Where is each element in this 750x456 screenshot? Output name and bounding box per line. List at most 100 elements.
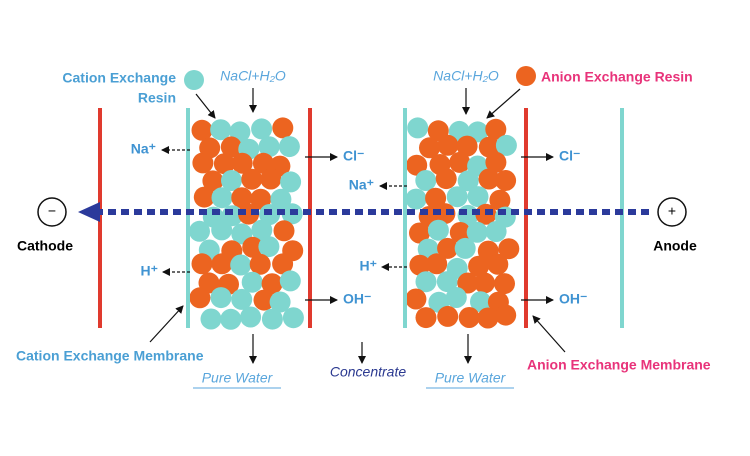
- resin-bead: [437, 134, 459, 156]
- resin-bead: [242, 236, 264, 258]
- resin-bead: [415, 271, 437, 293]
- resin-bead: [405, 288, 427, 310]
- feed-label: NaCl+H₂O: [433, 68, 499, 84]
- resin-bead: [445, 287, 467, 308]
- resin-bead: [436, 271, 458, 293]
- resin-bead: [260, 168, 282, 190]
- anode-symbol: +: [668, 203, 676, 219]
- resin-bead: [251, 118, 273, 140]
- resin-bead: [221, 170, 242, 191]
- resin-bead: [278, 136, 300, 158]
- output-label: Pure Water: [202, 370, 274, 386]
- current-arrowhead: [78, 202, 100, 222]
- cathode-symbol: −: [48, 203, 56, 219]
- resin-bead: [249, 253, 271, 275]
- resin-bead: [495, 170, 517, 191]
- resin-bead: [250, 188, 272, 210]
- anion-membrane-label: Anion Exchange Membrane: [527, 357, 711, 373]
- resin-bead: [279, 270, 301, 292]
- cation-membrane-label: Cation Exchange Membrane: [16, 348, 204, 364]
- resin-bead: [252, 152, 274, 174]
- resin-bead: [498, 238, 520, 260]
- resin-bead: [192, 152, 214, 174]
- resin-bead: [251, 219, 273, 241]
- anion-resin-label: Anion Exchange Resin: [541, 69, 693, 85]
- resin-bead: [200, 308, 222, 330]
- resin-bead: [231, 152, 253, 174]
- resin-bead: [272, 253, 294, 275]
- resin-bead: [474, 272, 495, 294]
- resin-bead: [230, 254, 252, 276]
- resin-bead: [457, 272, 479, 294]
- pointer-arrow: [486, 88, 521, 119]
- resin-bead: [280, 171, 302, 193]
- resin-bead: [446, 186, 468, 208]
- resin-bead: [191, 119, 213, 141]
- resin-bead: [437, 237, 459, 259]
- resin-bead: [456, 135, 478, 157]
- resin-bead: [487, 253, 509, 275]
- resin-bead: [189, 220, 210, 242]
- resin-bead: [261, 273, 283, 295]
- resin-bead: [202, 170, 224, 192]
- resin-bead: [468, 255, 490, 277]
- cathode-label: Cathode: [17, 238, 73, 254]
- resin-bead: [211, 219, 233, 241]
- resin-bead: [261, 308, 283, 330]
- resin-beads: [189, 117, 520, 330]
- resin-bead: [415, 307, 437, 329]
- resin-bead: [485, 118, 507, 140]
- resin-bead: [189, 287, 211, 309]
- ion-label: Na⁺: [349, 177, 374, 193]
- ion-label: OH⁻: [343, 291, 371, 307]
- resin-bead: [270, 188, 292, 210]
- ion-label: H⁺: [360, 258, 378, 274]
- resin-bead: [231, 288, 253, 310]
- resin-bead: [240, 306, 262, 328]
- resin-bead: [478, 168, 500, 190]
- resin-bead: [210, 287, 232, 309]
- cation-resin-icon: [184, 70, 204, 90]
- resin-bead: [425, 187, 447, 209]
- resin-bead: [437, 305, 459, 327]
- resin-bead: [485, 221, 507, 242]
- output-label: Concentrate: [330, 364, 406, 380]
- feed-label: NaCl+H₂O: [220, 68, 286, 84]
- pointer-arrow: [532, 315, 566, 353]
- anode-label: Anode: [653, 238, 697, 254]
- ion-label: OH⁻: [559, 291, 587, 307]
- resin-bead: [231, 187, 253, 209]
- resin-bead: [191, 253, 213, 275]
- cation-resin-label: Cation Exchange: [62, 70, 176, 86]
- resin-bead: [272, 117, 294, 139]
- resin-bead: [489, 189, 511, 211]
- resin-bead: [449, 151, 471, 173]
- resin-bead: [495, 304, 517, 326]
- resin-bead: [434, 203, 456, 225]
- resin-bead: [409, 222, 430, 244]
- resin-bead: [495, 134, 517, 156]
- resin-bead: [253, 289, 275, 311]
- resin-bead: [238, 203, 260, 225]
- resin-bead: [485, 151, 507, 173]
- resin-bead: [213, 153, 235, 175]
- resin-bead: [273, 220, 295, 242]
- resin-bead: [457, 170, 479, 192]
- resin-bead: [269, 291, 291, 313]
- ion-label: H⁺: [141, 263, 159, 279]
- cathode-symbol-ring: [37, 197, 67, 227]
- anode-symbol-ring: [657, 197, 687, 227]
- resin-bead: [458, 307, 480, 328]
- resin-bead: [449, 222, 471, 243]
- resin-bead: [409, 254, 431, 276]
- resin-bead: [258, 236, 280, 258]
- pointer-arrow: [195, 93, 216, 119]
- resin-bead: [494, 273, 515, 295]
- anion-resin-icon: [516, 66, 536, 86]
- ion-label: Na⁺: [131, 141, 156, 157]
- resin-bead: [407, 117, 429, 139]
- resin-bead: [466, 221, 488, 243]
- output-label: Pure Water: [435, 370, 507, 386]
- resin-bead: [241, 271, 263, 293]
